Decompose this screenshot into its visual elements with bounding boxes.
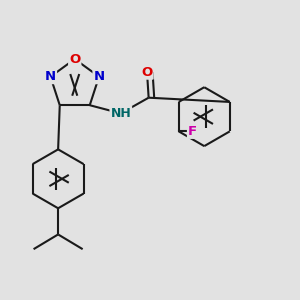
Text: O: O: [141, 66, 153, 79]
Text: NH: NH: [110, 107, 131, 120]
Text: F: F: [188, 125, 197, 138]
Text: O: O: [69, 52, 80, 65]
Text: N: N: [94, 70, 105, 83]
Text: N: N: [45, 70, 56, 83]
